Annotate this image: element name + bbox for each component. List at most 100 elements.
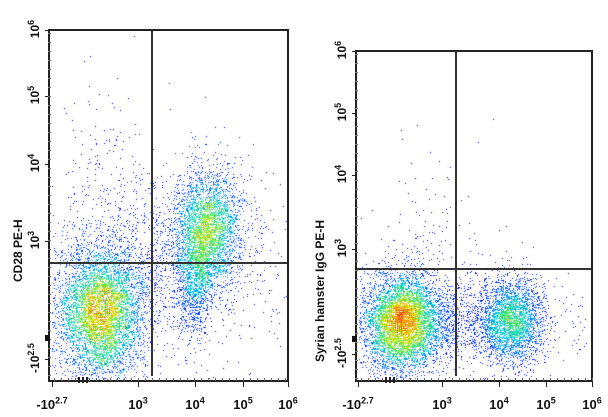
x-tick-mark: [358, 382, 359, 387]
x-minor-tick: [75, 378, 76, 381]
axis-zero-marker: [45, 335, 50, 341]
density-dots: [50, 31, 287, 380]
y-tick-mark: [352, 113, 357, 114]
x-minor-tick: [592, 378, 593, 381]
x-minor-tick: [68, 378, 69, 381]
y-tick-mark: [45, 30, 50, 31]
x-minor-tick: [54, 378, 55, 381]
y-minor-tick: [48, 267, 51, 268]
x-minor-tick: [194, 378, 195, 381]
x-minor-tick: [382, 378, 383, 381]
x-tick-mark: [546, 382, 547, 387]
y-minor-tick: [355, 261, 358, 262]
y-minor-tick: [48, 33, 51, 34]
y-tick-mark: [352, 354, 357, 355]
y-minor-tick: [355, 315, 358, 316]
x-minor-tick: [124, 378, 125, 381]
y-tick-mark: [45, 359, 50, 360]
y-minor-tick: [355, 117, 358, 118]
x-minor-tick: [138, 378, 139, 381]
y-minor-tick: [48, 213, 51, 214]
y-minor-tick: [48, 96, 51, 97]
y-minor-tick: [48, 195, 51, 196]
x-tick-mark: [52, 382, 53, 387]
x-minor-tick: [229, 378, 230, 381]
y-minor-tick: [48, 141, 51, 142]
x-tick-mark: [243, 382, 244, 387]
x-minor-tick: [375, 378, 376, 381]
x-minor-tick: [508, 378, 509, 381]
y-minor-tick: [355, 135, 358, 136]
x-minor-tick: [208, 378, 209, 381]
x-tick-mark: [592, 382, 593, 387]
x-minor-tick: [417, 378, 418, 381]
x-minor-tick: [180, 378, 181, 381]
y-minor-tick: [48, 42, 51, 43]
y-minor-tick: [355, 189, 358, 190]
x-minor-tick: [278, 378, 279, 381]
horizontal-gate-line[interactable]: [357, 268, 591, 270]
y-minor-tick: [355, 72, 358, 73]
x-minor-tick: [264, 378, 265, 381]
isotype-plot-area: [355, 50, 593, 382]
y-minor-tick: [48, 312, 51, 313]
y-minor-tick: [355, 306, 358, 307]
x-minor-tick: [410, 378, 411, 381]
x-minor-tick: [131, 378, 132, 381]
horizontal-gate-line[interactable]: [50, 262, 287, 264]
y-minor-tick: [48, 78, 51, 79]
y-tick-mark: [352, 51, 357, 52]
x-tick-label: 106: [582, 395, 602, 412]
x-minor-tick: [445, 378, 446, 381]
x-zero-marker: [86, 377, 88, 383]
x-minor-tick: [564, 378, 565, 381]
y-minor-tick: [355, 288, 358, 289]
x-minor-tick: [529, 378, 530, 381]
y-minor-tick: [48, 375, 51, 376]
vertical-gate-line[interactable]: [151, 31, 153, 376]
x-minor-tick: [257, 378, 258, 381]
isotype-y-axis-label: Syrian hamster IgG PE-H: [313, 219, 327, 362]
x-tick-mark: [138, 382, 139, 387]
y-tick-label: -102.5: [333, 338, 349, 368]
y-minor-tick: [355, 279, 358, 280]
x-minor-tick: [438, 378, 439, 381]
y-minor-tick: [48, 168, 51, 169]
y-tick-mark: [45, 96, 50, 97]
y-minor-tick: [355, 342, 358, 343]
x-minor-tick: [271, 378, 272, 381]
x-tick-mark: [442, 382, 443, 387]
y-minor-tick: [48, 60, 51, 61]
y-minor-tick: [48, 123, 51, 124]
x-minor-tick: [89, 378, 90, 381]
x-zero-marker: [385, 377, 387, 383]
x-minor-tick: [571, 378, 572, 381]
x-minor-tick: [396, 378, 397, 381]
y-minor-tick: [355, 351, 358, 352]
y-tick-label: 104: [333, 164, 349, 184]
x-minor-tick: [459, 378, 460, 381]
x-minor-tick: [110, 378, 111, 381]
y-minor-tick: [48, 231, 51, 232]
x-tick-label: 106: [278, 395, 298, 412]
axis-zero-marker: [352, 336, 357, 342]
y-minor-tick: [48, 114, 51, 115]
y-minor-tick: [48, 186, 51, 187]
x-minor-tick: [250, 378, 251, 381]
y-minor-tick: [48, 69, 51, 70]
x-minor-tick: [285, 378, 286, 381]
y-minor-tick: [48, 240, 51, 241]
x-zero-marker: [78, 377, 80, 383]
x-minor-tick: [361, 378, 362, 381]
vertical-gate-line[interactable]: [455, 52, 457, 376]
x-tick-label: 105: [233, 395, 253, 412]
y-minor-tick: [355, 324, 358, 325]
x-minor-tick: [243, 378, 244, 381]
y-minor-tick: [48, 177, 51, 178]
y-minor-tick: [355, 216, 358, 217]
y-tick-label: 103: [26, 230, 42, 250]
y-tick-label: 106: [333, 40, 349, 60]
x-minor-tick: [187, 378, 188, 381]
x-tick-label: 103: [432, 395, 452, 412]
x-tick-label: -102.7: [36, 395, 68, 412]
